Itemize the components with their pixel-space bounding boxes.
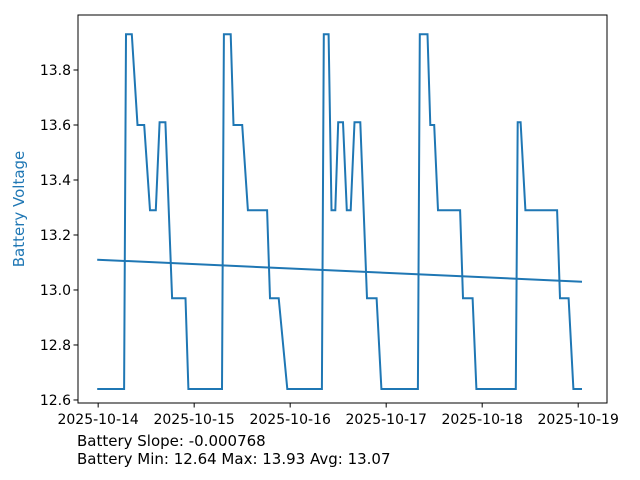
x-tick-label: 2025-10-15 (153, 412, 234, 428)
y-tick-label: 12.8 (40, 338, 71, 354)
x-tick-label: 2025-10-16 (249, 412, 330, 428)
series-layer (97, 33, 583, 390)
x-tick-label: 2025-10-19 (538, 412, 619, 428)
x-tick-label: 2025-10-14 (57, 412, 138, 428)
y-tick-label: 13.4 (40, 173, 71, 189)
battery-voltage-line (97, 33, 582, 390)
battery-trend-line (97, 258, 583, 283)
x-tick-label: 2025-10-17 (345, 412, 426, 428)
annotation-slope: Battery Slope: -0.000768 (77, 432, 266, 450)
plot-frame (77, 14, 608, 404)
x-tick-label: 2025-10-18 (442, 412, 523, 428)
y-tick-label: 13.6 (40, 118, 71, 134)
annotation-stats: Battery Min: 12.64 Max: 13.93 Avg: 13.07 (77, 450, 391, 468)
y-tick-label: 13.2 (40, 228, 71, 244)
axes-layer: 2025-10-14 2025-10-15 2025-10-16 2025-10-17… (40, 14, 619, 428)
y-tick-label: 12.6 (40, 393, 71, 409)
y-tick-label: 13.8 (40, 63, 71, 79)
y-tick-label: 13.0 (40, 283, 71, 299)
y-axis-label: Battery Voltage (10, 151, 28, 268)
